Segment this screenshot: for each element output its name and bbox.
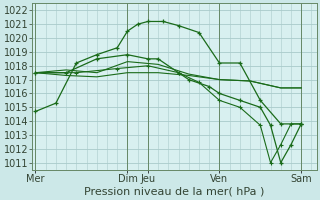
X-axis label: Pression niveau de la mer( hPa ): Pression niveau de la mer( hPa ) [84, 187, 265, 197]
